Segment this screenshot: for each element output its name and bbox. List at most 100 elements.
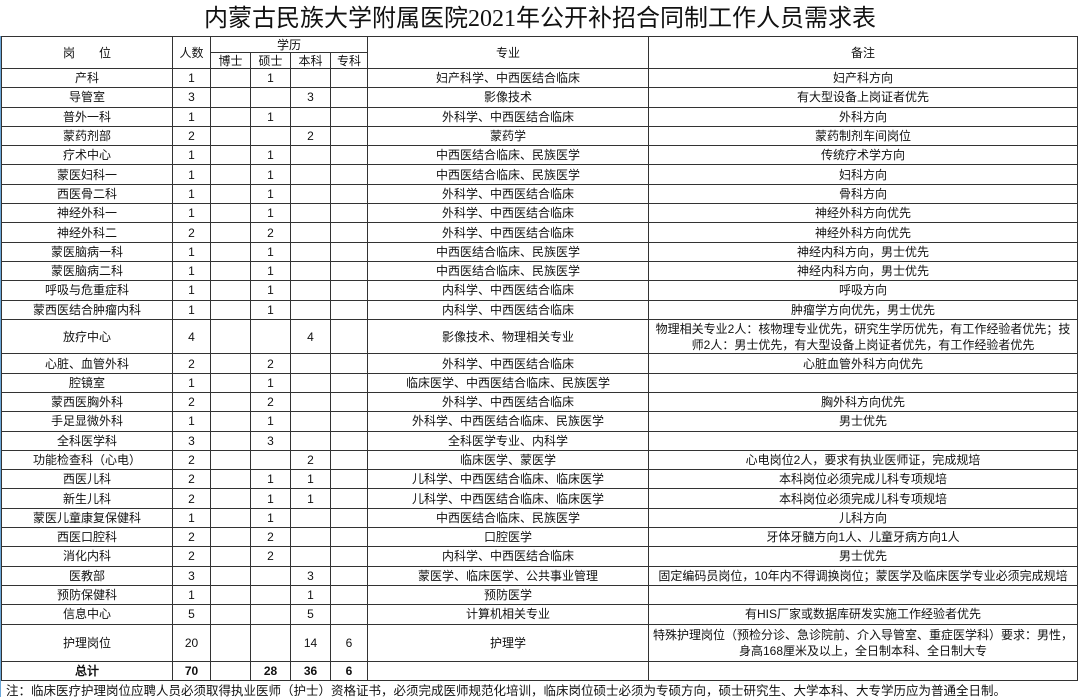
cell-bachelor (290, 67, 331, 89)
cell-count: 1 (172, 507, 211, 529)
cell-college: 6 (329, 660, 369, 681)
cell-remarks: 神经外科方向优先 (648, 222, 1079, 243)
cell-count: 3 (172, 87, 211, 108)
cell-position: 全科医学科 (1, 430, 173, 451)
cell-bachelor: 14 (290, 623, 331, 662)
cell-remarks: 男士优先 (648, 411, 1079, 432)
cell-count: 1 (172, 67, 211, 89)
cell-bachelor (290, 260, 331, 282)
table-row: 西医骨二科 1 1 外科学、中西医结合临床 骨科方向 (1, 183, 1079, 205)
cell-master (250, 623, 291, 662)
cell-master: 1 (250, 164, 291, 185)
table-row: 呼吸与危重症科 1 1 内科学、中西医结合临床 呼吸方向 (1, 280, 1079, 301)
cell-master: 1 (250, 469, 291, 490)
cell-count: 1 (172, 372, 211, 393)
cell-remarks: 骨科方向 (648, 183, 1079, 205)
cell-remarks (648, 430, 1079, 451)
table-row: 功能检查科（心电） 2 2 临床医学、蒙医学 心电岗位2人，要求有执业医师证，完成规培 (1, 449, 1079, 471)
cell-major: 全科医学专业、内科学 (367, 430, 650, 451)
table-row: 蒙医儿童康复保健科 1 1 中西医结合临床、民族医学 儿科方向 (1, 507, 1079, 529)
cell-phd (210, 546, 251, 567)
cell-master (250, 449, 291, 471)
cell-position: 信息中心 (1, 604, 173, 625)
cell-master: 2 (250, 222, 291, 243)
cell-position: 蒙药剂部 (1, 125, 173, 147)
cell-master: 1 (250, 260, 291, 282)
table-row: 普外一科 1 1 外科学、中西医结合临床 外科方向 (1, 106, 1079, 127)
cell-count: 1 (172, 299, 211, 320)
table-row: 蒙西医结合肿瘤内科 1 1 内科学、中西医结合临床 肿瘤学方向优先，男士优先 (1, 299, 1079, 320)
cell-count: 1 (172, 411, 211, 432)
cell-count: 1 (172, 183, 211, 205)
cell-college (329, 469, 369, 490)
cell-position: 神经外科一 (1, 203, 173, 224)
cell-major: 外科学、中西医结合临床 (367, 203, 650, 224)
cell-college (329, 546, 369, 567)
cell-count: 1 (172, 106, 211, 127)
cell-master (250, 125, 291, 147)
cell-phd (210, 660, 251, 681)
table-row: 预防保健科 1 1 预防医学 (1, 584, 1079, 606)
table-row: 信息中心 5 5 计算机相关专业 有HIS厂家或数据库研发实施工作经验者优先 (1, 604, 1079, 625)
cell-major: 护理学 (367, 623, 650, 662)
recruitment-table: 岗 位 人数 学历 专业 备注 博士 硕士 本科 专科 产科 1 1 妇产科学、中西医… (1, 36, 1079, 681)
cell-major: 外科学、中西医结合临床 (367, 391, 650, 413)
cell-count: 1 (172, 584, 211, 606)
cell-major: 计算机相关专业 (367, 604, 650, 625)
cell-remarks: 妇产科方向 (648, 67, 1079, 89)
cell-college (329, 488, 369, 509)
footnote: 注：临床医疗护理岗位应聘人员必须取得执业医师（护士）资格证书，必须完成医师规范化… (6, 684, 1007, 698)
cell-phd (210, 164, 251, 185)
cell-college (329, 222, 369, 243)
cell-college (329, 87, 369, 108)
cell-phd (210, 604, 251, 625)
cell-master: 2 (250, 391, 291, 413)
page-title: 内蒙古民族大学附属医院2021年公开补招合同制工作人员需求表 (204, 6, 876, 32)
cell-bachelor: 1 (290, 584, 331, 606)
cell-count: 3 (172, 430, 211, 451)
cell-phd (210, 241, 251, 262)
cell-bachelor: 3 (290, 565, 331, 586)
table-row: 导管室 3 3 影像技术 有大型设备上岗证者优先 (1, 87, 1079, 108)
cell-major: 临床医学、蒙医学 (367, 449, 650, 471)
header-bachelor: 本科 (290, 52, 331, 69)
cell-college (329, 106, 369, 127)
header-remarks: 备注 (648, 36, 1079, 69)
cell-remarks: 特殊护理岗位（预检分诊、急诊院前、介入导管室、重症医学科）要求：男性，身高168… (648, 623, 1079, 662)
cell-bachelor (290, 411, 331, 432)
cell-position: 消化内科 (1, 546, 173, 567)
cell-college (329, 565, 369, 586)
cell-position: 西医儿科 (1, 469, 173, 490)
cell-college (329, 372, 369, 393)
cell-position: 蒙医妇科一 (1, 164, 173, 185)
cell-bachelor (290, 203, 331, 224)
cell-college (329, 604, 369, 625)
cell-bachelor (290, 222, 331, 243)
cell-major: 儿科学、中西医结合临床、临床医学 (367, 469, 650, 490)
cell-bachelor (290, 546, 331, 567)
cell-remarks (648, 660, 1079, 681)
cell-remarks: 胸外科方向优先 (648, 391, 1079, 413)
cell-count: 2 (172, 353, 211, 374)
cell-position: 放疗中心 (1, 318, 173, 355)
cell-bachelor (290, 372, 331, 393)
cell-count: 1 (172, 145, 211, 166)
left-edge-strip (0, 36, 1, 697)
cell-remarks (648, 584, 1079, 606)
cell-remarks: 固定编码员岗位，10年内不得调换岗位；蒙医学及临床医学专业必须完成规培 (648, 565, 1079, 586)
table-row: 蒙医脑病一科 1 1 中西医结合临床、民族医学 神经内科方向，男士优先 (1, 241, 1079, 262)
cell-position: 神经外科二 (1, 222, 173, 243)
cell-bachelor (290, 527, 331, 548)
cell-phd (210, 353, 251, 374)
cell-master: 1 (250, 183, 291, 205)
cell-master: 1 (250, 411, 291, 432)
cell-count: 4 (172, 318, 211, 355)
cell-master: 3 (250, 430, 291, 451)
cell-major: 影像技术、物理相关专业 (367, 318, 650, 355)
cell-college (329, 125, 369, 147)
cell-major: 蒙医学、临床医学、公共事业管理 (367, 565, 650, 586)
cell-phd (210, 125, 251, 147)
cell-bachelor (290, 391, 331, 413)
cell-remarks: 本科岗位必须完成儿科专项规培 (648, 488, 1079, 509)
cell-phd (210, 299, 251, 320)
